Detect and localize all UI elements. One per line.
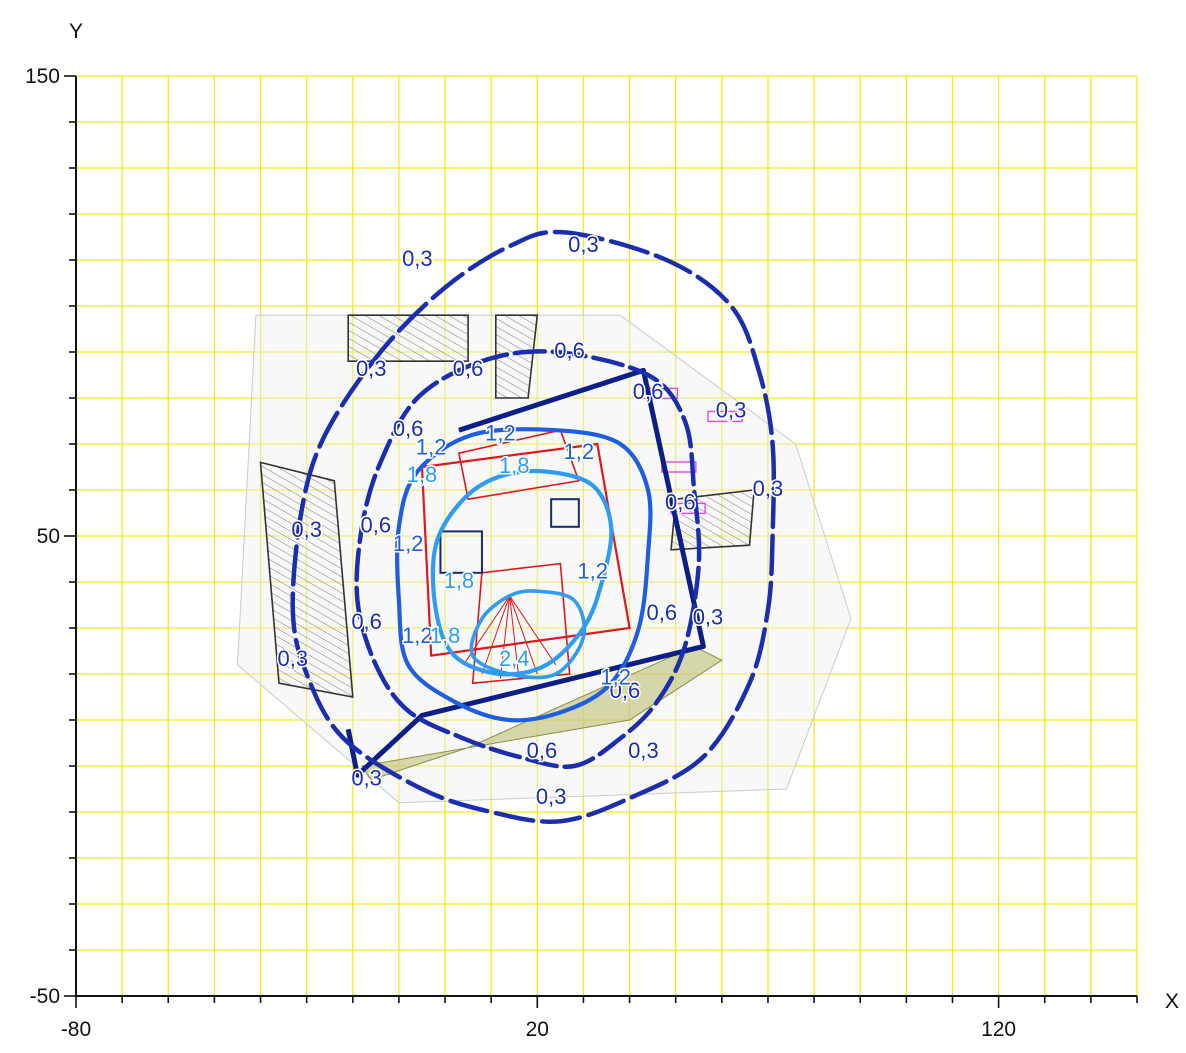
contour-label: 0,6: [361, 513, 392, 538]
contour-label: 0,6: [554, 338, 585, 363]
contour-label: 0,6: [453, 356, 484, 381]
plan-magenta-mark: [707, 410, 743, 423]
contour-line-1-8: [430, 468, 614, 677]
plan-hatched-block: [347, 314, 469, 362]
contour-line-0-3: [290, 229, 777, 824]
plan-background-area: [236, 314, 852, 804]
contour-label: 1,2: [564, 439, 595, 464]
contour-label: 0,3: [278, 646, 309, 671]
contour-label: 1,8: [444, 568, 475, 593]
contour-label: 0,6: [610, 678, 641, 703]
contour-label: 1,8: [407, 462, 438, 487]
y-tick-label: 150: [25, 65, 60, 88]
site-plan-overlay: [236, 314, 852, 804]
plan-fan-line: [509, 595, 538, 675]
contour-label: 0,3: [351, 766, 382, 791]
plan-building-red: [420, 442, 631, 657]
contour-label: 0,3: [716, 398, 747, 423]
contour-label: 0,3: [356, 356, 387, 381]
contour-label: 1,8: [499, 453, 530, 478]
contour-lines: [290, 229, 777, 824]
contour-line-0-6: [354, 349, 702, 769]
contour-label: 0,3: [536, 784, 567, 809]
plan-hatched-block: [670, 489, 755, 551]
x-tick-label: 20: [526, 1018, 549, 1041]
contour-label: 0,6: [351, 609, 382, 634]
plan-small-block: [439, 530, 483, 574]
contour-label: 1,2: [416, 434, 447, 459]
contour-label: 0,6: [527, 738, 558, 763]
tick-marks: -80 20 120 -50 50 150: [25, 65, 1138, 1041]
contour-label: 1,2: [393, 531, 424, 556]
x-axis-label: X: [1165, 990, 1179, 1013]
y-tick-label: 50: [37, 525, 60, 548]
plan-fan-line: [509, 595, 557, 666]
contour-labels: 0,3 0,3 0,3 0,3 0,3 0,3 0,3 0,3 0,3 0,3 0,3 0,6 0,6 0…: [276, 231, 785, 811]
contour-label: 0,3: [568, 232, 599, 257]
plan-fan-line: [499, 595, 511, 679]
contour-label: 0,6: [393, 416, 424, 441]
y-axis-label: Y: [69, 20, 83, 43]
contour-label: 0,3: [628, 738, 659, 763]
x-tick-label: -80: [61, 1018, 91, 1041]
contour-label: 0,6: [633, 379, 664, 404]
plan-fan-line: [509, 595, 520, 679]
contour-label: 0,3: [291, 517, 322, 542]
contour-line-1-2: [395, 427, 653, 723]
contour-label: 0,6: [647, 600, 678, 625]
plan-magenta-mark: [642, 387, 679, 400]
x-tick-label: 120: [981, 1018, 1016, 1041]
plan-small-block: [550, 498, 580, 528]
contour-label: 0,3: [693, 605, 724, 630]
building-outline: [345, 367, 706, 778]
plan-inner-red: [457, 429, 580, 501]
plan-hatched-block: [495, 314, 539, 399]
y-tick-label: -50: [30, 985, 60, 1008]
plan-fan-line: [481, 595, 511, 675]
contour-label: 2,4: [499, 646, 530, 671]
contour-label: 1,2: [600, 664, 631, 689]
contour-label: 1,8: [430, 623, 461, 648]
contour-label: 1,2: [402, 623, 433, 648]
contour-label: 0,3: [753, 476, 784, 501]
contour-label: 0,3: [402, 246, 433, 271]
contour-line-2-4: [469, 589, 587, 680]
contour-label: 1,2: [485, 421, 516, 446]
contour-label: 1,2: [577, 559, 608, 584]
contour-label: 0,6: [665, 490, 696, 515]
